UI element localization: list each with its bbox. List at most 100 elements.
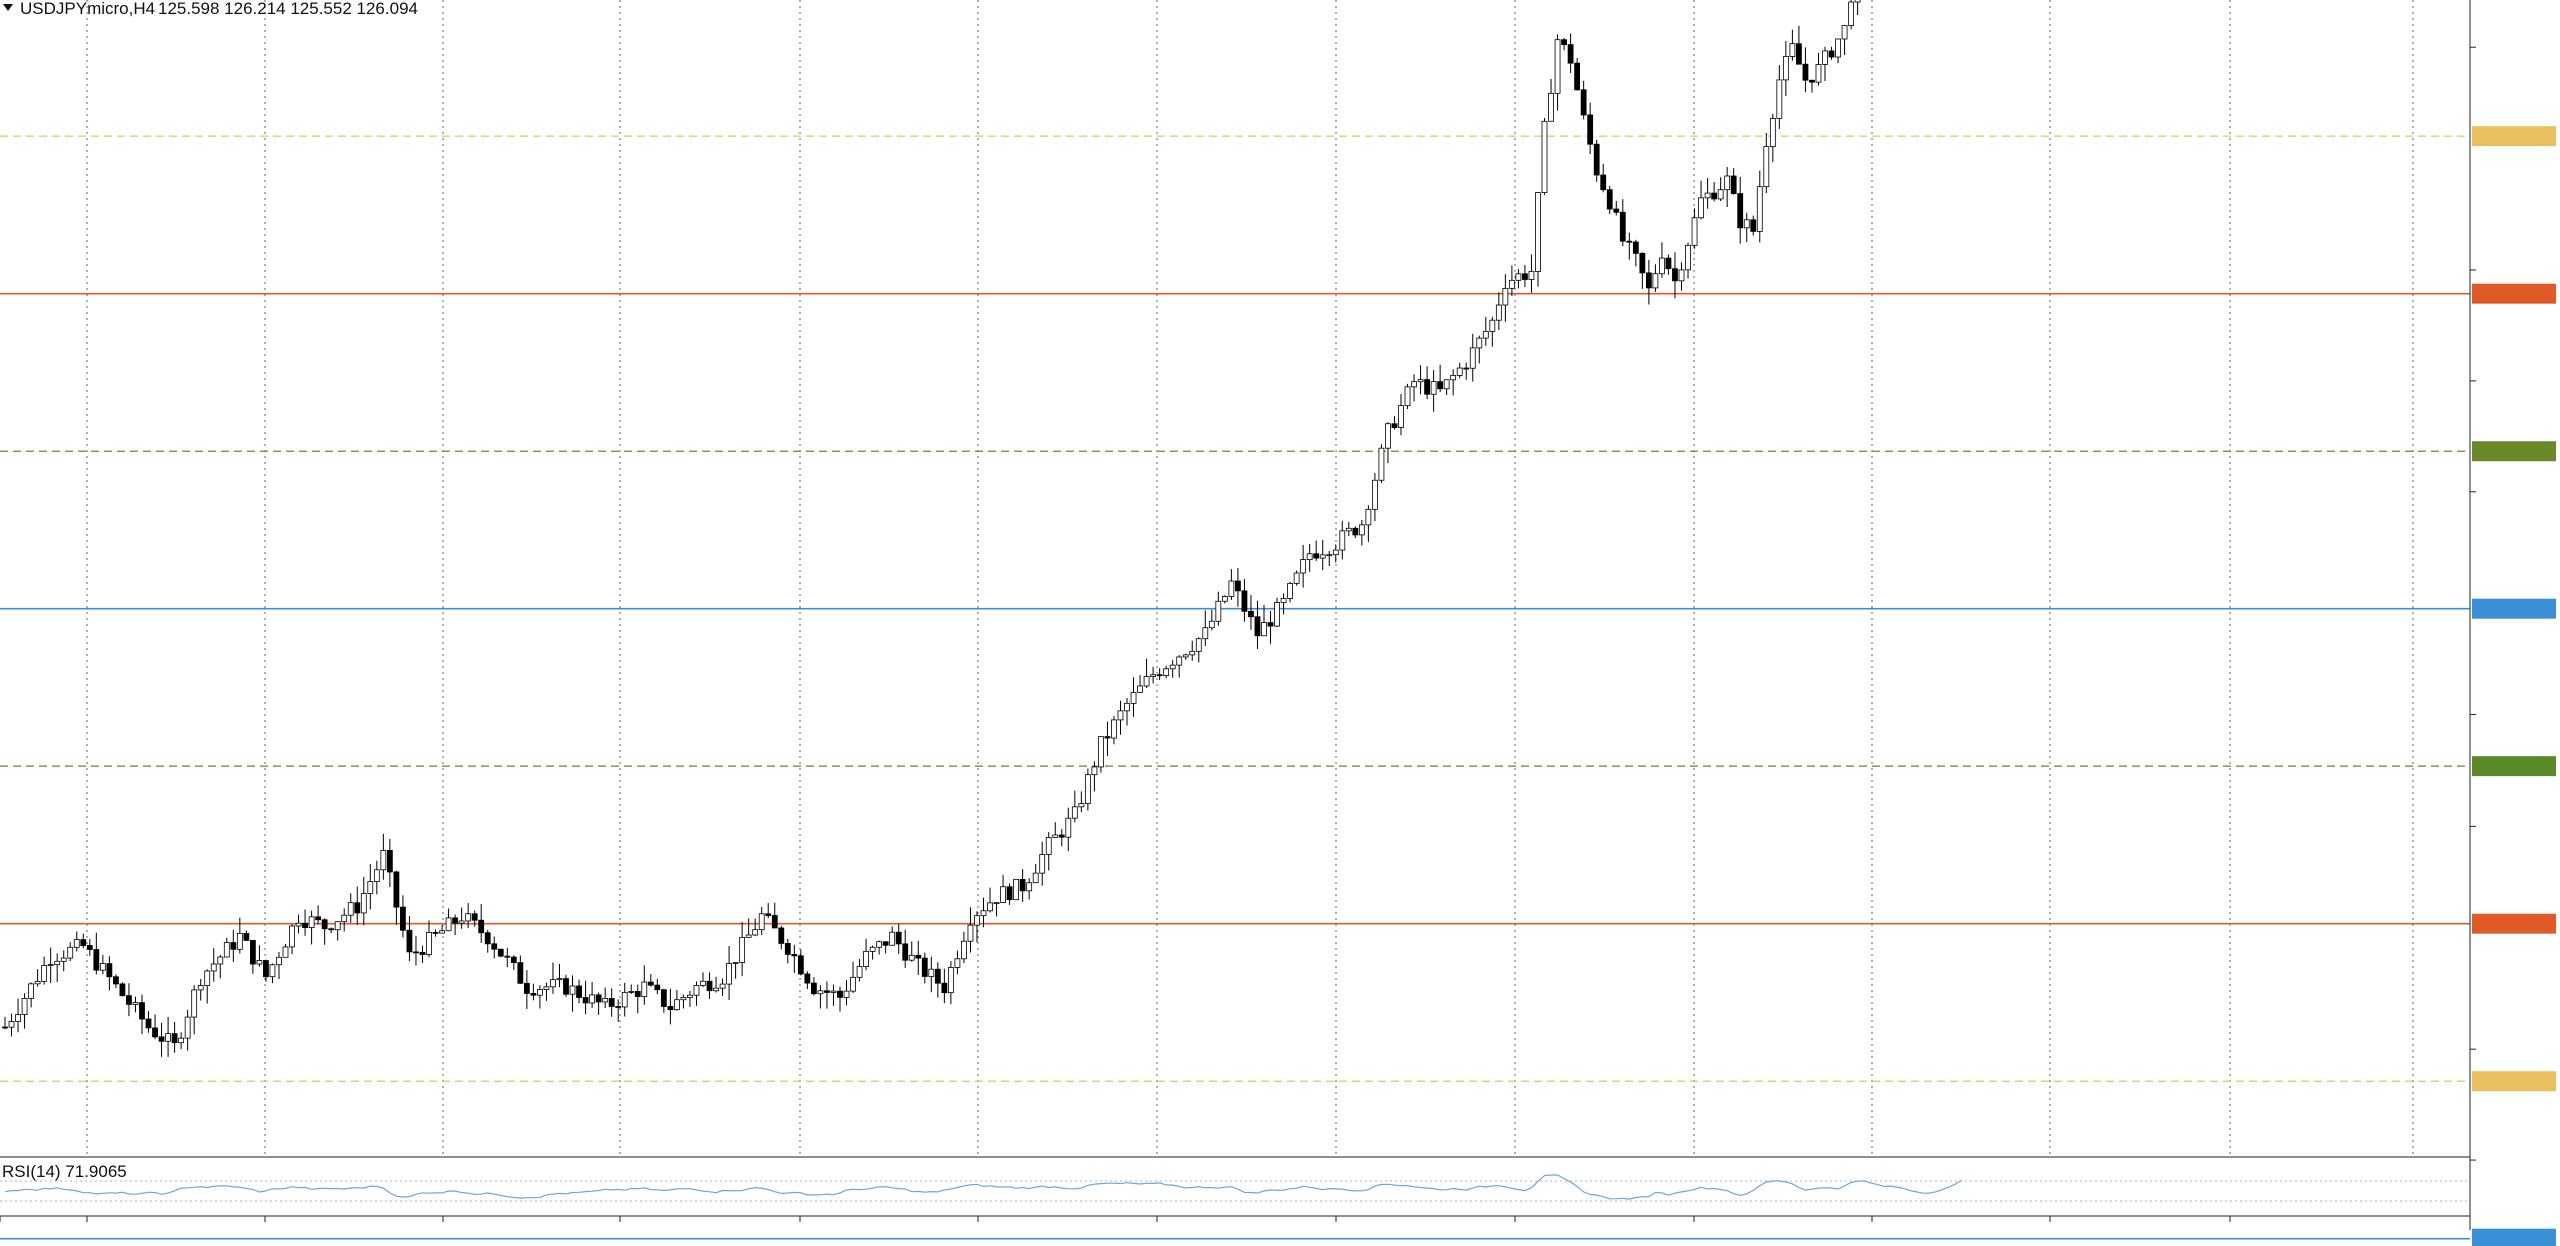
candle-body — [1411, 381, 1417, 388]
candle-body — [1215, 600, 1222, 622]
candle-body — [1535, 192, 1541, 272]
candle-body — [791, 954, 798, 957]
candle-body — [1456, 367, 1463, 376]
candle-body — [856, 966, 863, 978]
rsi-line — [4, 1174, 1963, 1200]
candle-body — [1704, 192, 1711, 199]
candle-body — [1574, 62, 1581, 91]
candle-body — [797, 955, 804, 975]
candle-body — [223, 942, 230, 958]
candle-body — [974, 915, 980, 926]
candle-body — [1150, 674, 1157, 677]
candle-body — [908, 954, 915, 961]
candle-body — [1489, 319, 1496, 332]
candle-body — [589, 994, 595, 1004]
candle-body — [732, 962, 739, 964]
candle-body — [1137, 685, 1143, 693]
candle-body — [602, 998, 609, 1003]
candle-body — [1737, 193, 1744, 229]
candle-body — [837, 990, 843, 998]
candle-body — [86, 945, 93, 950]
candle-body — [269, 964, 276, 978]
candle-body — [1091, 766, 1098, 776]
candle-body — [739, 936, 746, 963]
candle-body — [608, 998, 615, 1007]
candle-body — [1287, 583, 1293, 599]
candle-body — [1319, 554, 1326, 559]
candle-body — [478, 919, 485, 934]
candle-body — [1248, 610, 1254, 618]
candle-body — [315, 916, 322, 921]
candle-body — [595, 994, 602, 1003]
candle-body — [667, 1006, 674, 1011]
candle-body — [230, 942, 237, 950]
candle-body — [367, 881, 374, 894]
candle-body — [1261, 622, 1267, 637]
candle-body — [1098, 736, 1104, 768]
candle-body — [1554, 39, 1561, 94]
candle-body — [1769, 118, 1776, 147]
candle-body — [980, 910, 987, 917]
candle-body — [941, 982, 948, 994]
candle-body — [615, 1006, 622, 1008]
candle-body — [210, 963, 217, 972]
price-box-8 — [2472, 913, 2556, 934]
candle-body — [817, 990, 824, 995]
candle-body — [830, 990, 837, 993]
candle-body — [1711, 192, 1718, 200]
candle-body — [765, 913, 772, 916]
candle-body — [1358, 524, 1365, 536]
candle-body — [961, 940, 967, 960]
candle-body — [21, 997, 28, 1015]
candle-body — [1437, 381, 1444, 390]
candle-body — [1221, 595, 1228, 602]
candle-body — [863, 950, 869, 967]
candle-body — [1228, 580, 1235, 597]
candle-body — [993, 902, 1000, 905]
candle-body — [126, 995, 132, 1005]
candle-body — [680, 997, 687, 1001]
candle-body — [1202, 627, 1209, 640]
candle-body — [1398, 405, 1404, 428]
candle-body — [60, 957, 67, 962]
candle-body — [713, 987, 719, 992]
rsi-panel: RSI(14) 71.9065 — [0, 1156, 2470, 1202]
price-axis — [2469, 0, 2476, 1230]
candle-body — [178, 1037, 185, 1044]
candle-body — [1580, 89, 1587, 116]
candle-body — [1430, 381, 1437, 395]
candle-body — [1104, 736, 1111, 739]
candle-body — [1052, 834, 1059, 838]
candle-body — [660, 989, 667, 1007]
candle-body — [1672, 268, 1678, 282]
candle-body — [647, 981, 654, 986]
candle-body — [406, 929, 413, 953]
candle-body — [67, 946, 74, 959]
candle-body — [276, 956, 282, 966]
candle-body — [882, 941, 889, 946]
candle-body — [1130, 691, 1137, 704]
candle-body — [569, 985, 576, 995]
candle-body — [491, 943, 498, 950]
candle-body — [8, 1021, 15, 1028]
candle-body — [902, 943, 909, 961]
candle-body — [1835, 38, 1841, 58]
candle-body — [484, 932, 491, 945]
candle-body — [1743, 219, 1750, 229]
candle-body — [928, 968, 935, 977]
candle-body — [1300, 559, 1307, 574]
candle-body — [947, 967, 954, 994]
candle-body — [1417, 379, 1424, 383]
menu-triangle-icon[interactable] — [3, 4, 13, 11]
candle-body — [80, 939, 87, 946]
candle-body — [119, 983, 126, 997]
candle-body — [706, 980, 713, 992]
candle-body — [1241, 590, 1248, 612]
candle-body — [1600, 174, 1607, 191]
candle-body — [386, 850, 393, 873]
candle-body — [1143, 676, 1150, 687]
candle-body — [158, 1036, 165, 1042]
candle-body — [1326, 554, 1333, 557]
candle-body — [197, 985, 204, 991]
candle-body — [1293, 572, 1300, 584]
